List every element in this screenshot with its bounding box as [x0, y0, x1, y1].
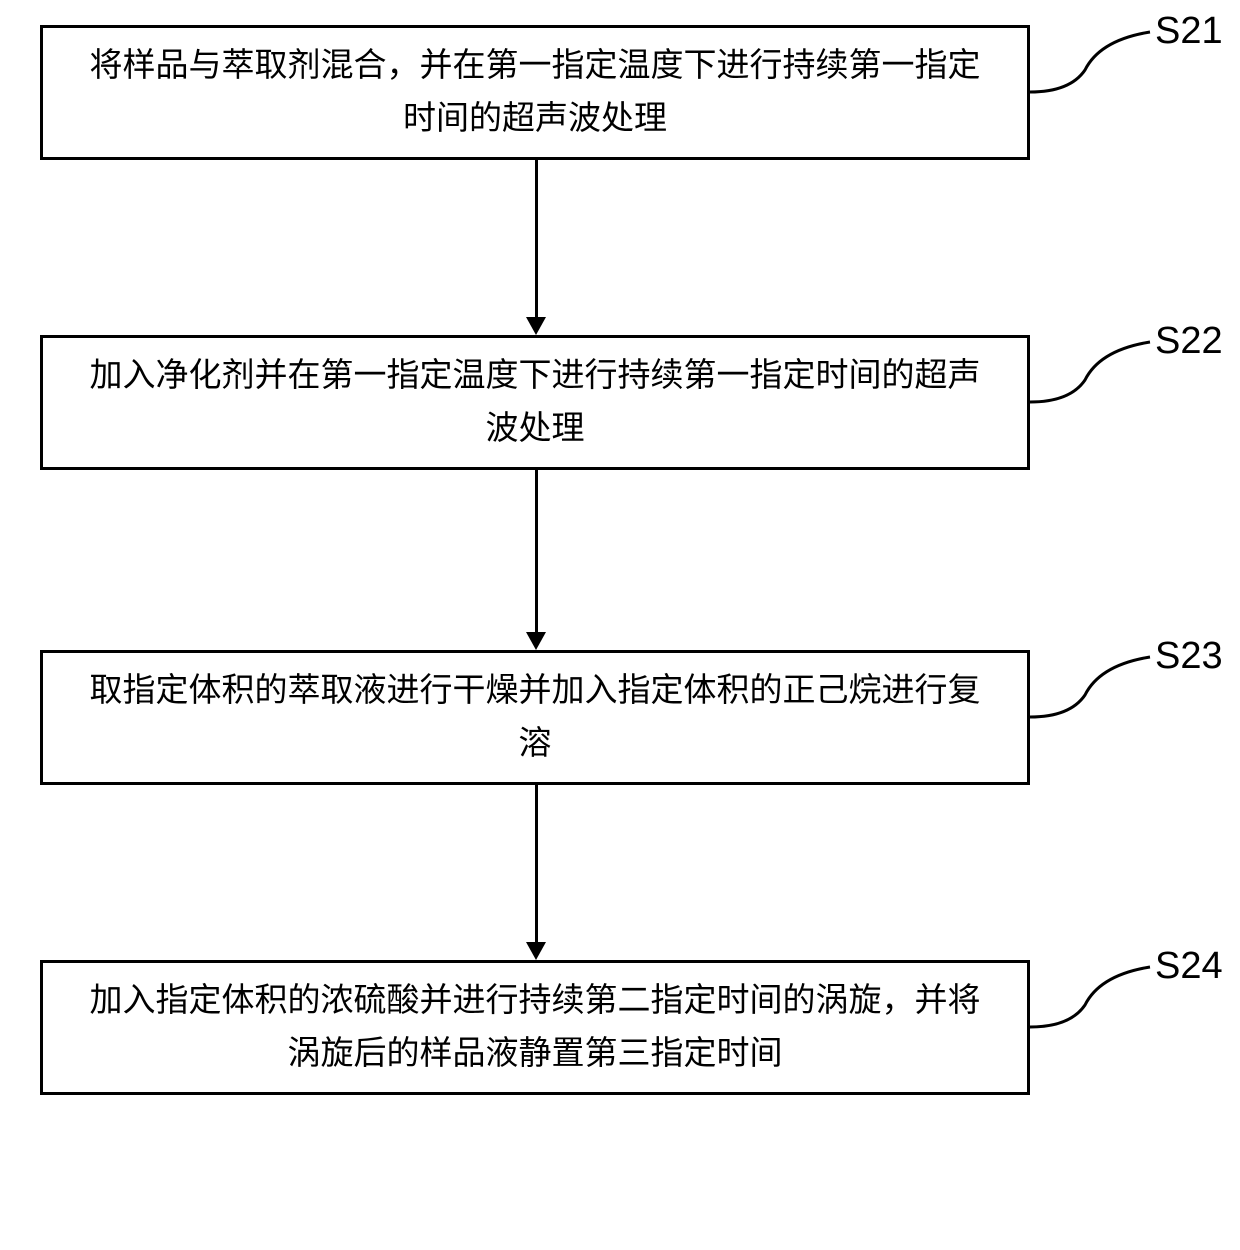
- arrow-head-1: [526, 317, 546, 335]
- step-label-s24: S24: [1155, 945, 1223, 988]
- step-box-s22: 加入净化剂并在第一指定温度下进行持续第一指定时间的超声波处理: [40, 335, 1030, 470]
- arrow-line-3: [535, 785, 538, 942]
- step-label-s23: S23: [1155, 635, 1223, 678]
- arrow-line-1: [535, 160, 538, 317]
- step-box-s24: 加入指定体积的浓硫酸并进行持续第二指定时间的涡旋，并将涡旋后的样品液静置第三指定…: [40, 960, 1030, 1095]
- flowchart-container: 将样品与萃取剂混合，并在第一指定温度下进行持续第一指定时间的超声波处理 S21 …: [0, 0, 1240, 1250]
- label-connector-s23: [1030, 655, 1155, 725]
- arrow-head-2: [526, 632, 546, 650]
- step-label-s21: S21: [1155, 10, 1223, 53]
- step-text-s24: 加入指定体积的浓硫酸并进行持续第二指定时间的涡旋，并将涡旋后的样品液静置第三指定…: [83, 975, 987, 1081]
- step-text-s21: 将样品与萃取剂混合，并在第一指定温度下进行持续第一指定时间的超声波处理: [83, 40, 987, 146]
- step-text-s23: 取指定体积的萃取液进行干燥并加入指定体积的正己烷进行复溶: [83, 665, 987, 771]
- label-connector-s21: [1030, 30, 1155, 100]
- step-label-s22: S22: [1155, 320, 1223, 363]
- step-text-s22: 加入净化剂并在第一指定温度下进行持续第一指定时间的超声波处理: [83, 350, 987, 456]
- arrow-line-2: [535, 470, 538, 632]
- step-box-s21: 将样品与萃取剂混合，并在第一指定温度下进行持续第一指定时间的超声波处理: [40, 25, 1030, 160]
- step-box-s23: 取指定体积的萃取液进行干燥并加入指定体积的正己烷进行复溶: [40, 650, 1030, 785]
- label-connector-s24: [1030, 965, 1155, 1035]
- arrow-head-3: [526, 942, 546, 960]
- label-connector-s22: [1030, 340, 1155, 410]
